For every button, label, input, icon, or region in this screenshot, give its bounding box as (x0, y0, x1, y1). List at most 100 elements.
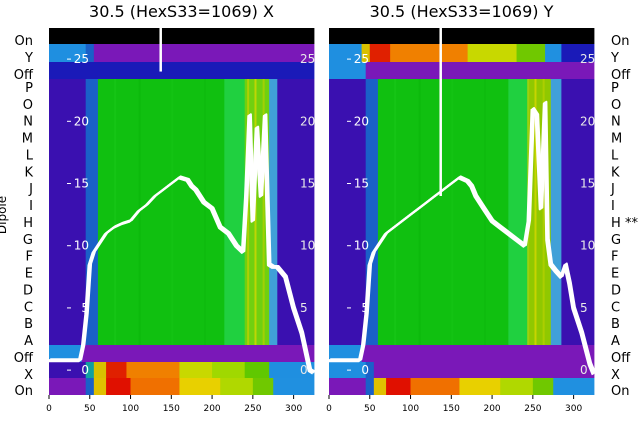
heat-cell (49, 79, 87, 345)
heat-cell (369, 44, 391, 62)
heat-cell (410, 378, 460, 395)
heat-cell (224, 79, 246, 345)
heat-cell (373, 362, 595, 378)
heat-stripe (262, 79, 265, 345)
heat-stripe (534, 79, 537, 345)
heat-cell (93, 362, 107, 378)
x-axis: 0 50 100 150 200 250 300 (326, 395, 582, 414)
row-label: X (611, 368, 620, 383)
row-annotation: ** (625, 216, 639, 231)
row-label: On (15, 34, 33, 49)
heat-cell (85, 378, 95, 395)
heat-cell (93, 378, 107, 395)
heat-cell (97, 79, 225, 345)
heat-cell (179, 378, 221, 395)
heat-cell (130, 378, 180, 395)
row-label: P (611, 81, 619, 96)
row-label: J (610, 182, 615, 197)
row-label: L (26, 148, 34, 163)
heat-cell (49, 345, 83, 362)
row-label: A (24, 334, 33, 349)
row-label: C (24, 300, 33, 315)
x-tick-label: 150 (163, 404, 180, 414)
row-label: B (24, 317, 33, 332)
overlay-tick-label: 20 (354, 114, 369, 128)
overlay-tick-label-right: 10 (300, 239, 315, 253)
heat-cell (561, 79, 595, 345)
overlay-tick-label: 0 (81, 363, 89, 377)
row-label: E (611, 267, 619, 282)
x-tick-label: 0 (46, 404, 52, 414)
heat-stripe (171, 79, 174, 345)
heat-cell (550, 79, 562, 345)
heat-cell (365, 362, 375, 378)
overlay-tick-label-right: 0 (580, 363, 588, 377)
row-label: K (611, 165, 620, 180)
overlay-tick-label-right: 20 (300, 114, 315, 128)
row-label: F (611, 250, 618, 265)
heat-cell (532, 378, 554, 395)
overlay-tick-label-right: 20 (580, 114, 595, 128)
heat-stripe (418, 79, 421, 345)
x-tick-label: 200 (483, 404, 500, 414)
row-label: Off (611, 351, 631, 366)
overlay-tick-label: 20 (74, 114, 89, 128)
x-tick-label: 150 (443, 404, 460, 414)
overlay-tick-label: 10 (74, 239, 89, 253)
heat-cell (220, 378, 254, 395)
overlay-tick-label: 15 (354, 177, 369, 191)
x-tick-label: 100 (402, 404, 419, 414)
heat-cell (361, 345, 595, 362)
x-axis: 0 50 100 150 200 250 300 (46, 395, 302, 414)
overlay-tick-label-right: 15 (580, 177, 595, 191)
x-tick-label: 250 (524, 404, 541, 414)
row-label: Off (611, 68, 631, 83)
heatmap (329, 28, 595, 395)
row-label: On (15, 384, 33, 399)
panel-title: 30.5 (HexS33=1069) Y (370, 2, 554, 21)
heat-stripe (254, 79, 257, 345)
heat-cell (459, 378, 501, 395)
row-label: D (611, 283, 621, 298)
panel-title: 30.5 (HexS33=1069) X (89, 2, 274, 21)
row-label: Y (610, 51, 619, 66)
row-label: B (611, 317, 620, 332)
overlay-tick-label-right: 5 (300, 301, 308, 315)
row-label: J (28, 182, 33, 197)
heat-cell (545, 44, 562, 62)
row-label: C (611, 300, 620, 315)
heatmap (49, 28, 315, 395)
row-label: I (29, 199, 33, 214)
heat-cell (85, 44, 95, 62)
heat-cell (508, 79, 530, 345)
heat-cell (561, 44, 595, 62)
heat-stripe (203, 79, 206, 345)
row-label: N (611, 115, 621, 130)
overlay-tick-label-right: 15 (300, 177, 315, 191)
row-label: O (23, 98, 33, 113)
heat-cell (49, 44, 87, 62)
heat-stripe (114, 79, 117, 345)
x-tick-label: 250 (244, 404, 261, 414)
heat-stripe (394, 79, 397, 345)
heat-cell (277, 79, 315, 345)
heat-cell (516, 44, 546, 62)
x-tick-label: 200 (203, 404, 220, 414)
heat-stripe (451, 79, 454, 345)
row-label: H (611, 216, 621, 231)
heat-cell (329, 28, 595, 44)
row-label: On (611, 384, 629, 399)
heat-cell (361, 44, 371, 62)
heat-cell (106, 378, 131, 395)
row-label: G (611, 233, 621, 248)
heat-cell (329, 62, 367, 79)
x-tick-label: 0 (326, 404, 332, 414)
overlay-tick-label: 25 (354, 52, 369, 66)
heat-cell (373, 378, 387, 395)
heat-cell (244, 362, 270, 378)
heat-cell (329, 44, 363, 62)
heat-cell (390, 44, 469, 62)
